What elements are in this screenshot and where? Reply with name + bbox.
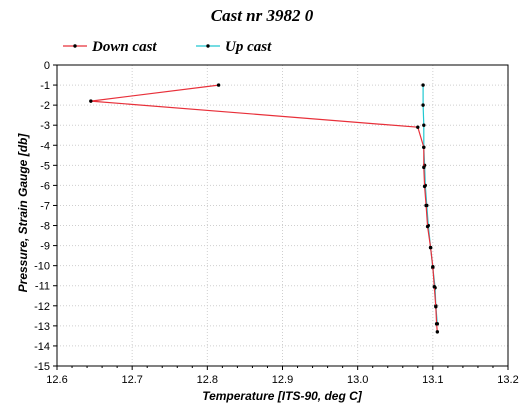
down-cast-point	[89, 99, 93, 103]
y-tick-label: -4	[40, 140, 50, 152]
down-cast-line	[90, 84, 438, 332]
y-tick-label: -8	[40, 221, 50, 233]
x-axis-label: Temperature [ITS-90, deg C]	[202, 389, 363, 403]
y-tick-label: -12	[34, 301, 50, 313]
series-layer	[89, 83, 440, 334]
down-cast-legend-label: Down cast	[91, 39, 157, 55]
chart-title: Cast nr 3982 0	[211, 6, 314, 25]
down-cast-point	[216, 83, 221, 87]
up-cast-legend-label: Up cast	[225, 39, 272, 55]
y-tick-label: -2	[40, 100, 50, 112]
y-tick-label: -10	[34, 261, 50, 273]
down-cast-point	[422, 184, 427, 189]
x-tick-label: 13.1	[422, 374, 443, 386]
y-tick-label: -7	[40, 200, 50, 212]
y-tick-label: -3	[40, 120, 50, 132]
down-cast-point	[422, 145, 426, 149]
up-cast-legend-marker	[206, 44, 210, 48]
y-axis-label: Pressure, Strain Gauge [db]	[16, 133, 30, 293]
legend: Down cast Up cast	[63, 39, 272, 55]
x-tick-label: 12.6	[46, 374, 67, 386]
y-tick-label: -15	[34, 361, 50, 373]
down-cast-point	[434, 305, 438, 309]
y-tick-label: -14	[34, 341, 50, 353]
down-cast-point	[435, 330, 440, 334]
down-cast-point	[434, 322, 439, 326]
y-tick-label: -5	[40, 160, 50, 172]
x-tick-label: 12.7	[121, 374, 142, 386]
up-cast-point	[421, 103, 425, 107]
x-tick-label: 13.2	[497, 374, 518, 386]
y-tick-label: -13	[34, 321, 50, 333]
y-tick-label: -1	[40, 80, 50, 92]
y-tick-label: 0	[44, 60, 50, 72]
down-cast-legend-marker	[73, 44, 77, 48]
down-cast-point	[431, 264, 435, 269]
y-tick-label: -9	[40, 241, 50, 253]
up-cast-point	[422, 123, 426, 127]
down-cast-point	[428, 245, 433, 250]
x-tick-label: 13.0	[347, 374, 368, 386]
down-cast-point	[416, 125, 420, 129]
y-tick-label: -6	[40, 180, 50, 192]
x-tick-label: 12.9	[272, 374, 293, 386]
y-ticks: 0 -1 -2 -3 -4 -5 -6 -7 -8 -9 -10 -11 -12 -13 -14 -15	[34, 60, 57, 373]
grid	[56, 64, 509, 367]
down-cast-point	[432, 285, 437, 289]
down-cast-point	[425, 224, 430, 229]
down-cast-point	[422, 165, 426, 170]
x-ticks: 12.6 12.7 12.8 12.9 13.0 13.1 13.2	[46, 366, 519, 386]
down-cast-point	[424, 203, 428, 208]
x-tick-label: 12.8	[197, 374, 218, 386]
y-tick-label: -11	[35, 281, 50, 293]
up-cast-point	[421, 83, 425, 87]
